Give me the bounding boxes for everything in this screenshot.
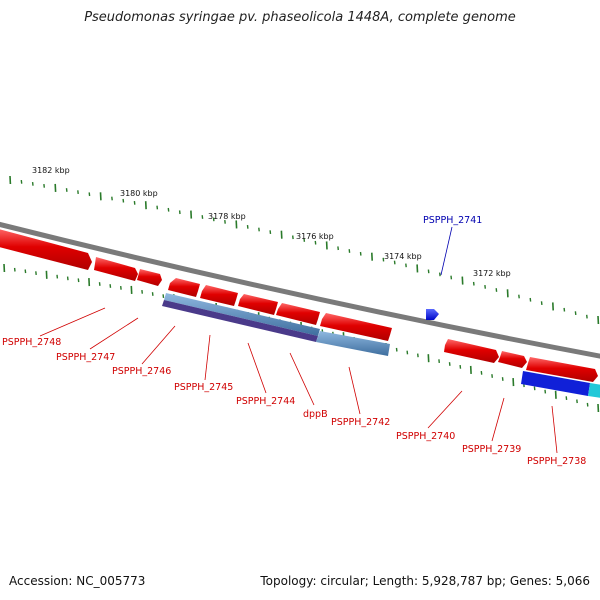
gene-label-2748[interactable]: PSPPH_2748 <box>2 337 61 348</box>
leader-2741 <box>440 226 453 276</box>
gene-arrow-2741[interactable] <box>426 309 439 320</box>
gene-label-2739[interactable]: PSPPH_2739 <box>462 444 521 455</box>
leader-2739 <box>491 397 505 442</box>
gene-arrow-2748[interactable] <box>0 228 92 270</box>
gene-arrow-2747[interactable] <box>94 257 138 281</box>
feature-band-blue[interactable] <box>521 371 590 396</box>
feature-band-purple[interactable] <box>162 300 318 342</box>
leader-2747 <box>89 317 139 350</box>
feature-band-cyan[interactable] <box>588 383 600 398</box>
gene-arrow-2742[interactable] <box>276 303 320 325</box>
scale-label-3180: 3180 kbp <box>120 189 158 198</box>
feature-track <box>162 293 600 398</box>
gene-label-2742[interactable]: PSPPH_2742 <box>331 417 390 428</box>
scale-label-3172: 3172 kbp <box>473 269 511 278</box>
feature-band-steel-1[interactable] <box>164 293 320 336</box>
scale-label-3178: 3178 kbp <box>208 212 246 221</box>
gene-label-dppB[interactable]: dppB <box>303 409 328 420</box>
genome-backbone <box>0 221 600 359</box>
scale-label-3174: 3174 kbp <box>384 252 422 261</box>
scale-label-3176: 3176 kbp <box>296 232 334 241</box>
leader-2746 <box>141 325 176 365</box>
gene-label-2740[interactable]: PSPPH_2740 <box>396 431 455 442</box>
leader-2748 <box>39 307 106 337</box>
leader-2744 <box>247 342 267 394</box>
accession-text: Accession: NC_005773 <box>9 574 146 588</box>
gene-label-2741[interactable]: PSPPH_2741 <box>423 215 482 226</box>
gene-label-2744[interactable]: PSPPH_2744 <box>236 396 295 407</box>
feature-band-steel-2[interactable] <box>316 331 390 356</box>
topology-text: Topology: circular; Length: 5,928,787 bp… <box>260 574 590 588</box>
leader-2740 <box>427 390 463 429</box>
gene-arrow-2744[interactable] <box>200 285 238 306</box>
gene-label-2738[interactable]: PSPPH_2738 <box>527 456 586 467</box>
gene-label-2745[interactable]: PSPPH_2745 <box>174 382 233 393</box>
leader-2745 <box>204 334 211 381</box>
gene-arrow-dppB[interactable] <box>238 294 278 315</box>
gene-arrow-2745[interactable] <box>168 278 200 297</box>
leader-dppB <box>289 352 315 406</box>
gene-arrow-2746[interactable] <box>137 269 162 286</box>
map-title: Pseudomonas syringae pv. phaseolicola 14… <box>84 10 516 25</box>
gene-arrow-2742b[interactable] <box>320 313 392 341</box>
leader-2738 <box>551 405 558 454</box>
label-leaders <box>39 307 558 454</box>
gene-track-reverse <box>0 228 598 382</box>
gene-label-2747[interactable]: PSPPH_2747 <box>56 352 115 363</box>
leader-2742 <box>348 366 361 415</box>
gene-arrow-2738[interactable] <box>526 357 598 382</box>
outer-scale-ring <box>9 175 600 325</box>
gene-arrow-2740[interactable] <box>444 339 499 363</box>
gene-arrow-2739[interactable] <box>498 351 527 368</box>
scale-label-3182: 3182 kbp <box>32 166 70 175</box>
gene-label-2746[interactable]: PSPPH_2746 <box>112 366 171 377</box>
